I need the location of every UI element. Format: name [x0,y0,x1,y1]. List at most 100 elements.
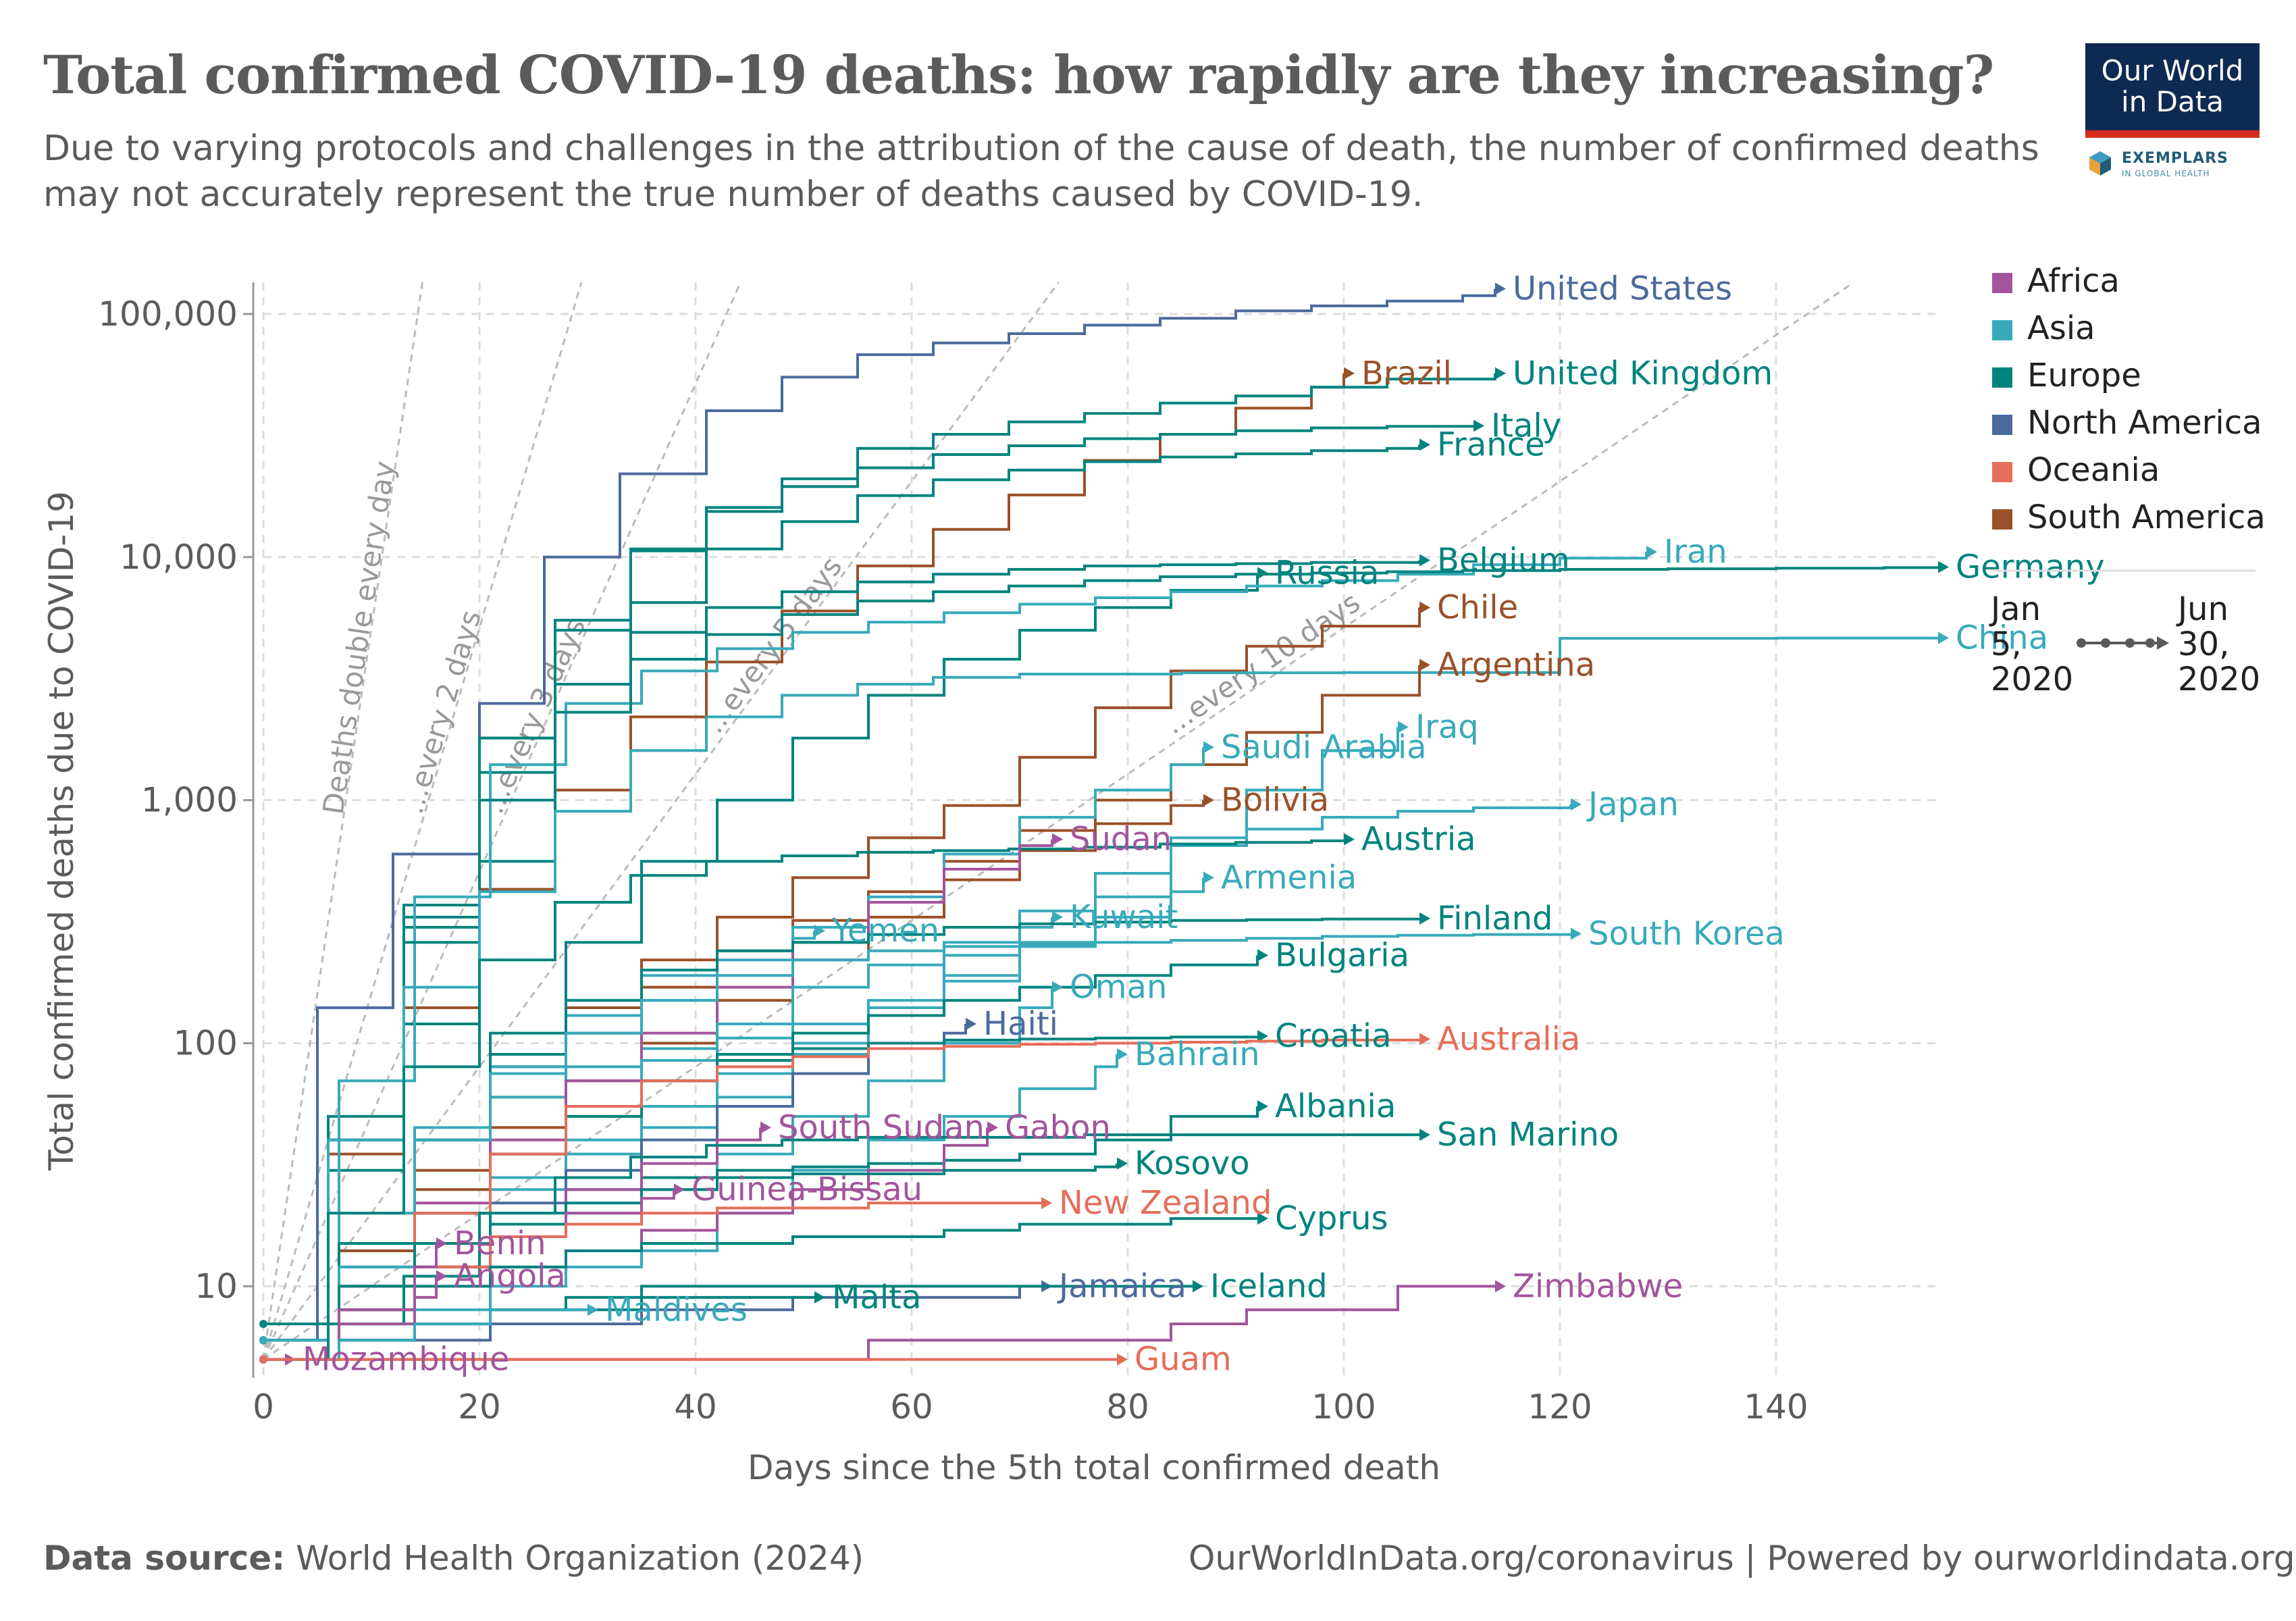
series-arrow-icon [1495,282,1506,295]
legend-item-africa[interactable]: Africa [1992,262,2120,300]
y-tick-label: 100 [174,1024,238,1063]
legend-swatch-africa [1992,273,2012,293]
time-legend: Jan 5, 2020 Jun 30, 2020 [1989,590,2260,698]
series-arrow-icon [1052,833,1063,846]
y-axis-label: Total confirmed deaths due to COVID-19 [42,491,81,1171]
series-arrow-icon [1344,367,1355,380]
series-label-malta: Malta [832,1279,921,1316]
series-line-iran[interactable] [263,552,1648,1361]
series-line-germany[interactable] [263,566,1939,1342]
chart-subtitle-line-2: may not accurately represent the true nu… [43,174,1424,215]
exemplars-logo[interactable]: EXEMPLARS IN GLOBAL HEALTH [2087,146,2260,180]
series-arrow-icon [1419,659,1430,671]
series-label-albania: Albania [1275,1087,1396,1125]
series-label-united-kingdom: United Kingdom [1513,355,1773,392]
series-arrow-icon [1495,1280,1506,1293]
y-tick-label: 100,000 [98,294,238,334]
legend-item-south-america[interactable]: South America [1992,498,2266,536]
x-tick-label: 20 [458,1387,501,1426]
exemplars-subtitle: IN GLOBAL HEALTH [2122,169,2210,178]
series-label-iraq: Iraq [1415,708,1479,746]
series-arrow-icon [1419,554,1430,567]
series-label-angola: Angola [454,1258,566,1295]
axes: Days since the 5th total confirmed death… [42,282,1440,1487]
series-arrow-icon [1257,1100,1268,1112]
time-legend-start-day: 5, [1991,625,2022,663]
series-label-bulgaria: Bulgaria [1275,936,1409,974]
series-line-kosovo[interactable] [263,1163,1118,1361]
time-legend-arrow-icon [2157,636,2169,650]
time-legend-dot [2101,638,2110,648]
series-arrow-icon [1419,912,1430,925]
series-arrow-icon [1117,1157,1128,1170]
series-start-dot [259,1320,267,1329]
series-start-dot [259,1336,267,1345]
x-tick-label: 80 [1106,1387,1149,1426]
legend-swatch-oceania [1992,462,2012,482]
legend-item-oceania[interactable]: Oceania [1992,451,2160,489]
time-legend-dot [2077,638,2086,648]
doubling-line [262,282,583,1360]
series-label-argentina: Argentina [1437,646,1595,684]
series-label-kuwait: Kuwait [1070,898,1178,936]
series-line-new-zealand[interactable] [263,1202,1041,1361]
series-arrow-icon [1041,1197,1052,1210]
series-arrow-icon [814,925,825,937]
series-label-bahrain: Bahrain [1134,1035,1260,1073]
svg-text:Jan 5, 2020: Jan 5, 2020 [1989,590,2073,698]
x-tick-label: 0 [253,1387,274,1426]
legend-swatch-asia [1992,320,2012,340]
series-line-south-korea[interactable] [263,933,1572,1361]
series-arrow-icon [1344,833,1355,846]
series-label-germany: Germany [1956,548,2105,586]
series-label-south-sudan: South Sudan [778,1108,985,1146]
series-arrow-icon [1052,981,1063,994]
series-label-japan: Japan [1586,786,1679,823]
series-arrow-icon [1938,561,1949,573]
series-arrow-icon [1203,871,1214,884]
series-arrow-icon [1398,721,1409,734]
exemplars-mark-icon [2089,151,2111,176]
series-arrow-icon [588,1304,598,1316]
legend-item-asia[interactable]: Asia [1992,309,2095,347]
series-arrow-icon [1257,949,1268,962]
series-line-austria[interactable] [263,839,1345,1361]
time-legend-start-month: Jan [1989,590,2041,628]
series-arrow-icon [1938,632,1949,644]
series-label-brazil: Brazil [1361,355,1452,392]
legend-item-europe[interactable]: Europe [1992,357,2141,394]
time-legend-dot [2125,638,2135,648]
series-arrow-icon [1495,367,1506,380]
owid-logo[interactable]: Our World in Data [2085,43,2260,138]
legend-label-oceania: Oceania [2027,451,2160,489]
series-arrow-icon [1571,927,1582,940]
series-line-san-marino[interactable] [263,1133,1419,1361]
series-line-russia[interactable] [263,573,1259,1361]
series-arrow-icon [1117,1353,1128,1366]
series-label-maldives: Maldives [605,1291,748,1329]
series-label-saudi-arabia: Saudi Arabia [1221,728,1427,766]
series-label-yemen: Yemen [831,912,939,950]
series-label-united-states: United States [1513,270,1732,308]
series-arrow-icon [1419,438,1430,451]
doubling-line-label: ...every 10 days [1158,586,1365,741]
series-arrow-icon [1203,794,1214,806]
footer-source-text: World Health Organization (2024) [296,1539,864,1578]
series-label-bolivia: Bolivia [1221,781,1329,819]
series-label-oman: Oman [1070,969,1167,1006]
legend-label-north-america: North America [2027,404,2262,442]
series-arrow-icon [966,1018,976,1031]
doubling-line [263,281,1855,1360]
x-tick-label: 140 [1744,1387,1808,1426]
series-label-austria: Austria [1361,821,1476,858]
series-lines [259,282,1949,1366]
time-legend-end-day: 30, [2178,625,2229,663]
series-label-guam: Guam [1134,1341,1232,1379]
series-arrow-icon [436,1237,447,1250]
series-arrow-icon [1052,910,1063,923]
footer-link[interactable]: OurWorldInData.org/coronavirus | Powered… [1189,1539,2295,1578]
series-line-maldives[interactable] [263,1308,588,1361]
doubling-line [262,282,1060,1360]
legend-item-north-america[interactable]: North America [1992,404,2262,442]
series-label-iceland: Iceland [1210,1267,1328,1305]
